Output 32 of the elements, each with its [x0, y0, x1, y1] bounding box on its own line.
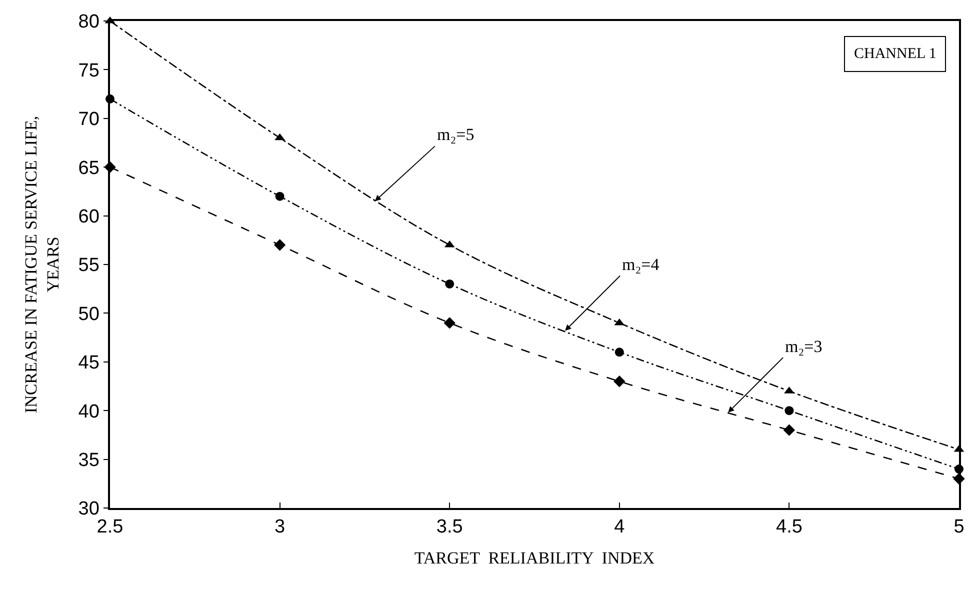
annotation: m₂=4 — [622, 255, 660, 274]
x-axis-title: TARGET RELIABILITY INDEX — [414, 548, 655, 568]
annotation: m₂=3 — [785, 337, 822, 356]
y-tick-label: 70 — [78, 109, 100, 130]
y-tick-label: 35 — [78, 450, 100, 471]
annotation: CHANNEL 1 — [854, 46, 936, 62]
y-tick-label: 80 — [78, 12, 100, 33]
annotation: m₂=5 — [437, 125, 474, 144]
y-tick-label: 75 — [78, 60, 100, 82]
y-tick-label: 50 — [78, 304, 100, 325]
x-tick-label: 4 — [614, 516, 626, 538]
x-tick-label: 3 — [274, 516, 286, 538]
point — [614, 348, 624, 357]
x-tick-label: 2.5 — [96, 516, 124, 538]
point — [444, 317, 456, 329]
y-axis-title: INCREASE IN FATIGUE SERVICE LIFE, YEARS — [21, 116, 62, 414]
point — [274, 239, 286, 251]
y-tick-label: 55 — [78, 255, 100, 276]
point — [783, 424, 796, 436]
x-tick-label: 3.5 — [436, 516, 463, 538]
point — [445, 279, 454, 288]
y-tick-label: 60 — [78, 206, 100, 228]
y-tick-label: 65 — [78, 158, 100, 179]
point — [614, 376, 626, 388]
point — [274, 133, 285, 140]
y-tick-label: 30 — [78, 498, 100, 520]
y-tick-label: 40 — [78, 401, 100, 422]
x-tick-label: 4.5 — [776, 516, 802, 538]
point — [784, 406, 794, 416]
y-tick-label: 45 — [78, 352, 100, 374]
point — [275, 192, 284, 201]
x-tick-label: 5 — [954, 516, 964, 538]
